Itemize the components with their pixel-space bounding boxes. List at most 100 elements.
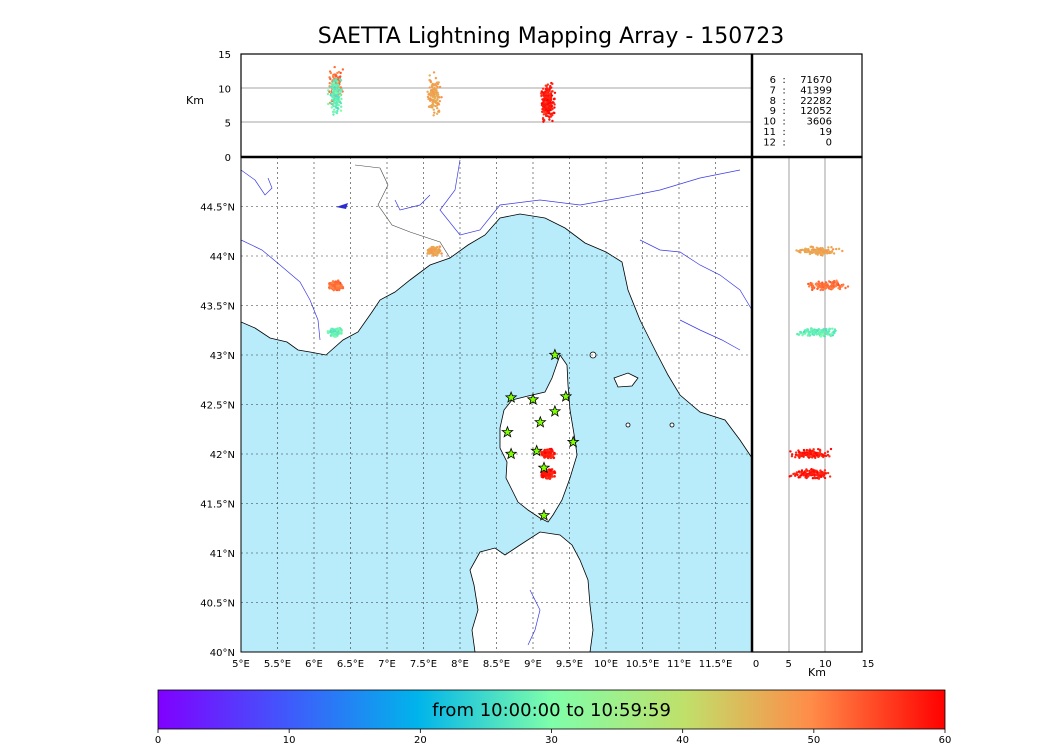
lightning-cluster-side: [796, 327, 837, 338]
lon-tick-labels: 5°E 5.5°E 6°E 6.5°E 7°E 7.5°E 8°E 8.5°E 9°E 9.5°E…: [232, 659, 732, 670]
lon-tick-label: 9°E: [524, 659, 542, 670]
colorbar-tick-label: 20: [414, 735, 427, 746]
stats-level: 8: [770, 96, 776, 107]
colorbar-tick-label: 30: [545, 735, 558, 746]
station-star-icon: [537, 508, 551, 521]
stats-sep: :: [782, 96, 785, 107]
altitude-tick-labels: 0 5 10 15: [218, 50, 231, 164]
station-star-icon: [533, 415, 547, 428]
lon-tick-label: 5.5°E: [264, 659, 291, 670]
stats-level: 7: [770, 85, 776, 96]
stats-row: 11: 19: [763, 127, 832, 138]
stats-sep: :: [782, 75, 785, 86]
colorbar-ticks: 0 10 20 30 40 50 60: [155, 729, 952, 746]
stats-sep: :: [782, 127, 785, 138]
stations: [501, 348, 580, 521]
station-star-icon: [548, 348, 562, 361]
lon-tick-label: 9.5°E: [556, 659, 583, 670]
river: [394, 194, 431, 211]
lightning-cluster-side: [788, 467, 832, 480]
stats-count: 19: [819, 127, 832, 138]
side-xlabel: Km: [808, 666, 826, 679]
stats-count: 71670: [800, 75, 832, 86]
stats-level: 6: [770, 75, 776, 86]
lightning-cluster-altitude: [426, 71, 443, 117]
station-star-icon: [501, 425, 514, 438]
graticule: [241, 157, 752, 652]
lon-tick-label: 11°E: [667, 659, 691, 670]
stats-sep: :: [782, 137, 785, 148]
stats-row: 6: 71670: [770, 75, 832, 86]
land-mainland: [241, 157, 752, 459]
side-tick-labels: 0 5 10 15: [753, 659, 875, 670]
station-star-icon: [566, 435, 580, 448]
page-title: SAETTA Lightning Mapping Array - 150723: [317, 24, 785, 49]
lightning-cluster-altitude: [326, 77, 343, 116]
station-star-icon: [548, 404, 562, 417]
colorbar-tick-label: 50: [807, 735, 820, 746]
colorbar-label: from 10:00:00 to 10:59:59: [432, 700, 671, 721]
station-star-icon: [530, 444, 544, 457]
land-sardinia: [469, 531, 594, 652]
lon-tick-label: 6.5°E: [337, 659, 364, 670]
station-star-icon: [504, 447, 518, 460]
land-corsica: [499, 354, 578, 523]
lat-tick-label: 40.5°N: [200, 599, 235, 610]
station-star-icon: [526, 392, 540, 405]
lightning-cluster-side: [789, 447, 833, 460]
lightning-cluster-map: [539, 447, 556, 460]
station-star-icon: [504, 390, 518, 403]
lat-tick-label: 43.5°N: [200, 302, 235, 313]
map-lightning: [326, 245, 557, 480]
colorbar-tick-label: 10: [283, 735, 296, 746]
lightning-cluster-map: [326, 327, 343, 338]
altitude-lightning: [326, 65, 557, 123]
colorbar-tick-label: 0: [155, 735, 161, 746]
lat-tick-labels: 40°N 40.5°N 41°N 41.5°N 42°N 42.5°N 43°N 43.5°N…: [200, 203, 235, 660]
colorbar-tick-label: 60: [939, 735, 952, 746]
stats-count: 3606: [807, 117, 832, 128]
lon-tick-label: 8.5°E: [483, 659, 510, 670]
lon-tick-label: 7.5°E: [410, 659, 437, 670]
lat-tick-label: 41°N: [210, 549, 235, 560]
stats-row: 9: 12052: [770, 106, 832, 117]
stats-level: 11: [763, 127, 776, 138]
side-tick-label: 10: [819, 659, 832, 670]
stats-level: 9: [770, 106, 776, 117]
lat-tick-label: 44°N: [210, 252, 235, 263]
side-tick-label: 0: [753, 659, 759, 670]
stats-level: 12: [763, 137, 776, 148]
alt-tick-label: 5: [225, 119, 231, 130]
station-star-icon: [559, 389, 573, 402]
lat-tick-label: 41.5°N: [200, 500, 235, 511]
lat-tick-label: 44.5°N: [200, 203, 235, 214]
lat-tick-label: 42.5°N: [200, 401, 235, 412]
stats-sep: :: [782, 106, 785, 117]
lon-tick-label: 10°E: [594, 659, 618, 670]
stats-row: 10: 3606: [763, 117, 832, 128]
stats-count: 0: [826, 137, 832, 148]
side-lightning: [788, 245, 850, 480]
lon-tick-label: 11.5°E: [699, 659, 733, 670]
colorbar-tick-label: 40: [676, 735, 689, 746]
side-tick-label: 5: [785, 659, 791, 670]
lat-tick-label: 43°N: [210, 351, 235, 362]
alt-tick-label: 10: [218, 84, 231, 95]
river: [241, 169, 273, 196]
stats-level: 10: [763, 117, 776, 128]
river: [679, 319, 741, 351]
alt-tick-label: 15: [218, 50, 231, 61]
border: [354, 164, 451, 259]
altitude-panel: 0 5 10 15 Km: [186, 50, 753, 164]
stats-row: 12: 0: [763, 137, 832, 148]
lightning-cluster-altitude: [540, 82, 557, 123]
river: [241, 239, 321, 341]
colorbar-gradient: [157, 689, 946, 730]
lon-tick-label: 7°E: [378, 659, 396, 670]
stats-sep: :: [782, 117, 785, 128]
lightning-cluster-side: [795, 245, 844, 257]
lon-tick-label: 5°E: [232, 659, 250, 670]
river: [527, 589, 541, 646]
stats-count: 22282: [800, 96, 832, 107]
